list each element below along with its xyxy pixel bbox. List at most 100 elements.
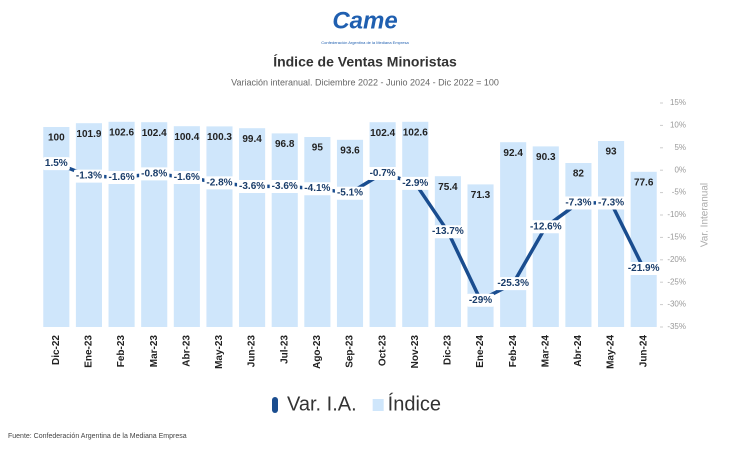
line-label-text: -0.7% <box>370 168 396 179</box>
x-tick-label: Nov-23 <box>410 335 421 369</box>
logo-subtitle: Confederación Argentina de la Mediana Em… <box>321 40 409 45</box>
bar-label: 101.9 <box>76 129 101 140</box>
line-label-bg <box>495 277 532 291</box>
bar <box>271 133 298 327</box>
legend-marker <box>372 399 384 411</box>
line-label-bg <box>334 186 366 200</box>
line-label: -1.6% <box>171 171 203 185</box>
line-label: -21.9% <box>625 261 662 275</box>
x-tick-label: Ago-23 <box>312 335 323 369</box>
y2-tick-label: -5% <box>672 188 686 197</box>
bar <box>75 123 102 327</box>
line-label-text: 1.5% <box>45 158 68 169</box>
x-tick-label: Feb-23 <box>116 335 127 368</box>
bar-label: 90.3 <box>536 152 556 163</box>
line-label-bg <box>139 167 170 181</box>
bar-label: 100 <box>48 133 65 144</box>
bar <box>336 139 364 327</box>
bar-label: 82 <box>573 169 585 180</box>
bar <box>141 122 168 327</box>
source: Fuente: Confederación Argentina de la Me… <box>8 433 187 440</box>
line-label-text: -0.8% <box>141 168 167 179</box>
x-tick-label: Feb-24 <box>508 335 519 368</box>
line-label: -0.7% <box>367 166 398 180</box>
x-tick-label: Dic-22 <box>51 335 62 365</box>
line-label-text: -2.9% <box>402 178 428 189</box>
line-label-text: -4.1% <box>304 183 330 194</box>
x-tick-label: Jul-23 <box>279 335 290 364</box>
y2-axis-label: Var. Interanual <box>700 183 711 247</box>
bar <box>173 126 200 327</box>
y2-tick-label: -35% <box>667 322 686 331</box>
line-label-bg <box>237 179 268 193</box>
line-label-text: -1.6% <box>109 172 135 183</box>
line-label-bg <box>595 196 627 210</box>
x-tick-label: Oct-23 <box>377 335 388 367</box>
line-label-bg <box>204 176 235 190</box>
bar-label: 102.6 <box>109 127 134 138</box>
bar-label: 100.3 <box>207 132 232 143</box>
line-label-bg <box>563 196 594 210</box>
line-label-text: -1.3% <box>76 171 102 182</box>
line-label-text: -3.6% <box>272 181 298 192</box>
x-tick-label: Dic-23 <box>443 335 454 365</box>
line-label: -1.3% <box>73 169 105 183</box>
line-label-text: -25.3% <box>497 278 529 289</box>
logo: Came <box>332 7 397 34</box>
line-label-text: -3.6% <box>239 181 265 192</box>
chart-title: Índice de Ventas Minoristas <box>273 54 457 70</box>
y2-tick-label: 10% <box>670 121 686 130</box>
bar <box>565 163 592 327</box>
line-label-text: -2.8% <box>206 177 232 188</box>
line-label: -0.8% <box>139 167 170 181</box>
x-tick-label: Jun-24 <box>638 335 649 368</box>
line-label-bg <box>171 171 203 185</box>
bar <box>500 142 527 327</box>
line-label: 1.5% <box>42 157 70 171</box>
line-label-bg <box>73 169 105 183</box>
line-label-bg <box>367 166 398 180</box>
line-label-bg <box>430 225 466 239</box>
y2-tick-label: 15% <box>670 98 686 107</box>
bar <box>206 126 233 328</box>
x-tick-label: Sep-23 <box>345 335 356 368</box>
x-tick-label: Mar-24 <box>540 335 551 368</box>
line-label: -5.1% <box>334 186 366 200</box>
y2-tick-label: -20% <box>667 255 686 264</box>
bar-label: 93.6 <box>340 145 360 156</box>
line-label-text: -7.3% <box>598 198 624 209</box>
line-label: -13.7% <box>430 225 466 239</box>
bar-label: 95 <box>312 143 324 154</box>
y2-tick-label: -25% <box>667 277 686 286</box>
line-label-text: -1.6% <box>174 172 200 183</box>
x-tick-label: Mar-23 <box>149 335 160 368</box>
bar <box>369 122 396 327</box>
line-label-text: -13.7% <box>432 226 464 237</box>
line-label-bg <box>42 157 70 171</box>
x-tick-label: May-24 <box>606 335 617 369</box>
bar-label: 102.4 <box>142 128 167 139</box>
bar <box>532 146 559 327</box>
x-tick-label: Abr-24 <box>573 335 584 367</box>
legend-marker <box>272 397 278 413</box>
bar <box>304 137 331 327</box>
bar <box>43 127 70 327</box>
line-label-text: -7.3% <box>565 198 591 209</box>
bar-label: 96.8 <box>275 139 295 150</box>
bar <box>402 121 429 327</box>
x-tick-label: Ene-23 <box>84 335 95 368</box>
bar <box>239 128 266 327</box>
y2-tick-label: -15% <box>667 233 686 242</box>
line-label: -2.9% <box>400 176 431 190</box>
legend-label: Var. I.A. <box>287 393 357 415</box>
y2-tick-label: 0% <box>674 165 686 174</box>
bar-label: 100.4 <box>174 132 199 143</box>
legend-label: Índice <box>388 392 441 415</box>
bar-label: 102.4 <box>370 128 395 139</box>
line-label: -12.6% <box>527 220 564 234</box>
line-label: -3.6% <box>269 179 300 193</box>
line-label: -2.8% <box>204 176 235 190</box>
x-tick-label: May-23 <box>214 335 225 369</box>
line-label-bg <box>527 220 564 234</box>
